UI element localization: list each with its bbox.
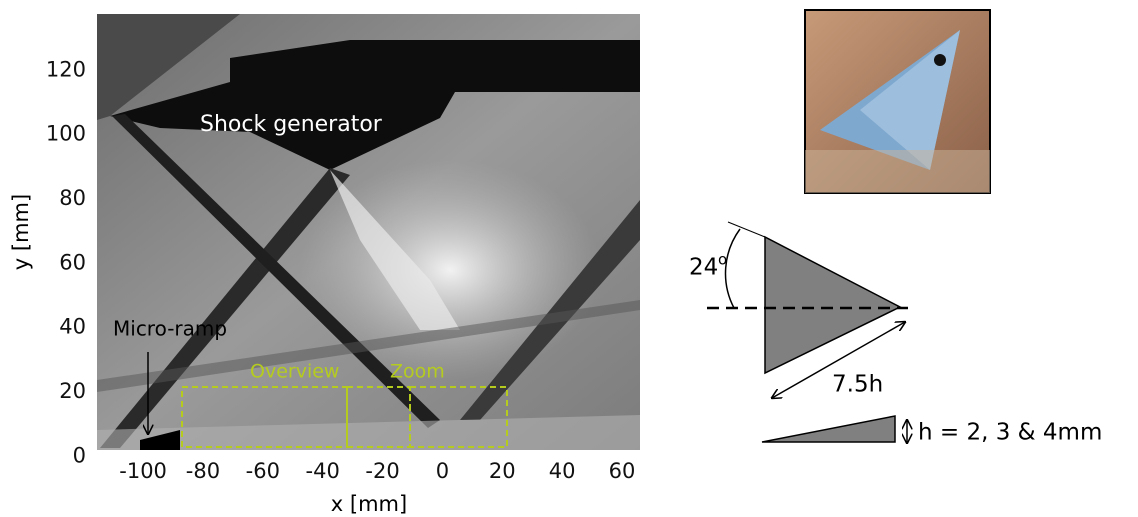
x-tick-label: -80: [186, 459, 220, 483]
annotation: Micro-ramp: [113, 317, 227, 341]
degree-symbol: o: [718, 251, 727, 269]
y-tick-label: 80: [59, 186, 86, 210]
height-label: h = 2, 3 & 4mm: [918, 420, 1102, 446]
y-tick-label: 40: [59, 315, 86, 339]
y-tick-label: 100: [46, 122, 86, 146]
photo: [805, 10, 990, 193]
y-tick-label: 60: [59, 250, 86, 274]
x-tick-label: 0: [436, 459, 449, 483]
page: Shock generator Micro-ramp Overview Zoom…: [0, 0, 1138, 517]
x-tick-label: -20: [365, 459, 399, 483]
y-tick-label: 20: [59, 379, 86, 403]
x-tick-label: -60: [246, 459, 280, 483]
annotation: Zoom: [390, 361, 445, 383]
angle-label: 24: [689, 255, 718, 281]
y-tick-label: 0: [73, 443, 86, 467]
x-tick-label: 20: [489, 459, 516, 483]
x-tick-label: 40: [549, 459, 576, 483]
figure: Shock generator Micro-ramp Overview Zoom…: [0, 0, 1138, 517]
x-tick-label: 60: [609, 459, 636, 483]
y-tick-label: 120: [46, 57, 86, 81]
y-axis-label: y [mm]: [9, 194, 33, 270]
schlieren-image: Shock generator Micro-ramp Overview Zoom: [97, 14, 640, 450]
ramp-diagram: 24 o 7.5h h = 2, 3 & 4mm: [689, 222, 1102, 446]
x-tick-label: -40: [306, 459, 340, 483]
x-axis-label: x [mm]: [331, 492, 407, 516]
length-label: 7.5h: [832, 372, 883, 398]
annotation: Overview: [250, 361, 339, 383]
x-tick-label: -100: [119, 459, 167, 483]
annotation: Shock generator: [200, 112, 383, 137]
